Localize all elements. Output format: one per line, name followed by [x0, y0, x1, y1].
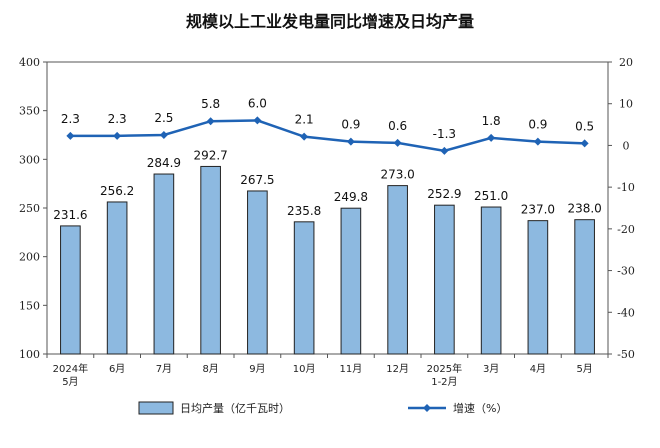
growth-value-label: 0.9 — [341, 118, 360, 132]
growth-point — [66, 131, 75, 140]
growth-point — [159, 131, 168, 139]
x-axis-tick-label: 7月 — [156, 363, 172, 375]
growth-value-label: 2.5 — [154, 111, 173, 125]
x-axis-tick-label: 5月 — [62, 376, 78, 388]
bar-value-label: 251.0 — [474, 189, 508, 203]
growth-point — [206, 117, 215, 126]
growth-value-label: -1.3 — [433, 127, 456, 141]
left-axis-tick-label: 150 — [19, 299, 40, 312]
legend-bar-swatch — [138, 401, 174, 415]
left-axis-tick-label: 200 — [19, 251, 40, 264]
bar-value-label: 231.6 — [53, 208, 87, 222]
bar-value-label: 238.0 — [567, 202, 601, 216]
bar — [60, 225, 81, 355]
legend-line-marker — [423, 404, 431, 412]
left-axis-tick-label: 100 — [19, 348, 40, 361]
x-axis-tick-label: 1-2月 — [431, 376, 457, 388]
growth-value-label: 6.0 — [248, 96, 267, 110]
right-axis-tick-label: 20 — [619, 56, 633, 69]
chart-title: 规模以上工业发电量同比增速及日均产量 — [185, 12, 474, 31]
left-axis-tick-label: 250 — [19, 202, 40, 215]
bar-value-label: 284.9 — [147, 156, 181, 170]
bar — [480, 206, 502, 355]
growth-point — [533, 137, 542, 146]
bar — [200, 165, 221, 355]
bar-value-label: 267.5 — [240, 173, 274, 187]
x-axis-tick-label: 12月 — [386, 363, 409, 375]
growth-value-label: 0.6 — [388, 119, 407, 133]
bar — [247, 190, 268, 355]
bar — [387, 185, 408, 355]
bar-value-label: 273.0 — [380, 168, 414, 182]
legend-line-label: 增速（%） — [453, 401, 507, 415]
x-axis-tick-label: 10月 — [293, 363, 316, 375]
bar — [293, 221, 315, 355]
growth-line — [70, 119, 585, 153]
left-axis-tick-label: 300 — [19, 153, 40, 166]
growth-point — [393, 138, 402, 147]
bar-value-label: 235.8 — [287, 204, 321, 218]
x-axis-tick-label: 4月 — [530, 363, 546, 375]
right-axis-tick-label: -40 — [617, 306, 635, 319]
legend-bar-label: 日均产量（亿千瓦时） — [180, 401, 290, 415]
right-axis-tick-label: 0 — [623, 139, 630, 152]
x-axis-tick-label: 8月 — [202, 363, 218, 375]
growth-point — [253, 116, 262, 125]
bar-value-label: 237.0 — [521, 203, 555, 217]
bar — [153, 173, 175, 355]
growth-value-label: 2.3 — [61, 112, 80, 126]
growth-point — [487, 133, 496, 142]
growth-point — [113, 131, 122, 140]
growth-value-label: 1.8 — [482, 114, 501, 128]
bar-value-label: 249.8 — [334, 190, 368, 204]
bar-value-label: 292.7 — [193, 148, 227, 162]
x-axis-tick-label: 2025年 — [427, 362, 462, 375]
right-axis-tick-label: -20 — [617, 223, 635, 236]
bar — [574, 219, 595, 355]
growth-value-label: 0.9 — [528, 118, 547, 132]
growth-point — [440, 146, 449, 155]
x-axis-tick-label: 2024年 — [53, 362, 88, 375]
growth-point — [346, 137, 355, 146]
left-axis-tick-label: 350 — [19, 105, 40, 118]
growth-value-label: 2.3 — [108, 112, 127, 126]
x-axis-tick-label: 11月 — [340, 363, 363, 375]
growth-value-label: 2.1 — [295, 113, 314, 127]
growth-point — [300, 132, 309, 141]
growth-point — [580, 139, 589, 148]
growth-value-label: 5.8 — [201, 97, 220, 111]
bar — [340, 207, 362, 355]
bar-value-label: 252.9 — [427, 187, 461, 201]
x-axis-tick-label: 3月 — [483, 363, 499, 375]
right-axis-tick-label: 10 — [619, 98, 633, 111]
right-axis-tick-label: -50 — [617, 348, 635, 361]
bar — [434, 204, 455, 355]
growth-value-label: 0.5 — [575, 119, 594, 133]
x-axis-tick-label: 5月 — [576, 363, 592, 375]
x-axis-tick-label: 6月 — [109, 363, 125, 375]
right-axis-tick-label: -30 — [617, 265, 635, 278]
bar-value-label: 256.2 — [100, 184, 134, 198]
right-axis-tick-label: -10 — [617, 181, 635, 194]
bar — [527, 220, 549, 355]
x-axis-tick-label: 9月 — [249, 363, 265, 375]
left-axis-tick-label: 400 — [19, 56, 40, 69]
bar — [106, 201, 128, 355]
